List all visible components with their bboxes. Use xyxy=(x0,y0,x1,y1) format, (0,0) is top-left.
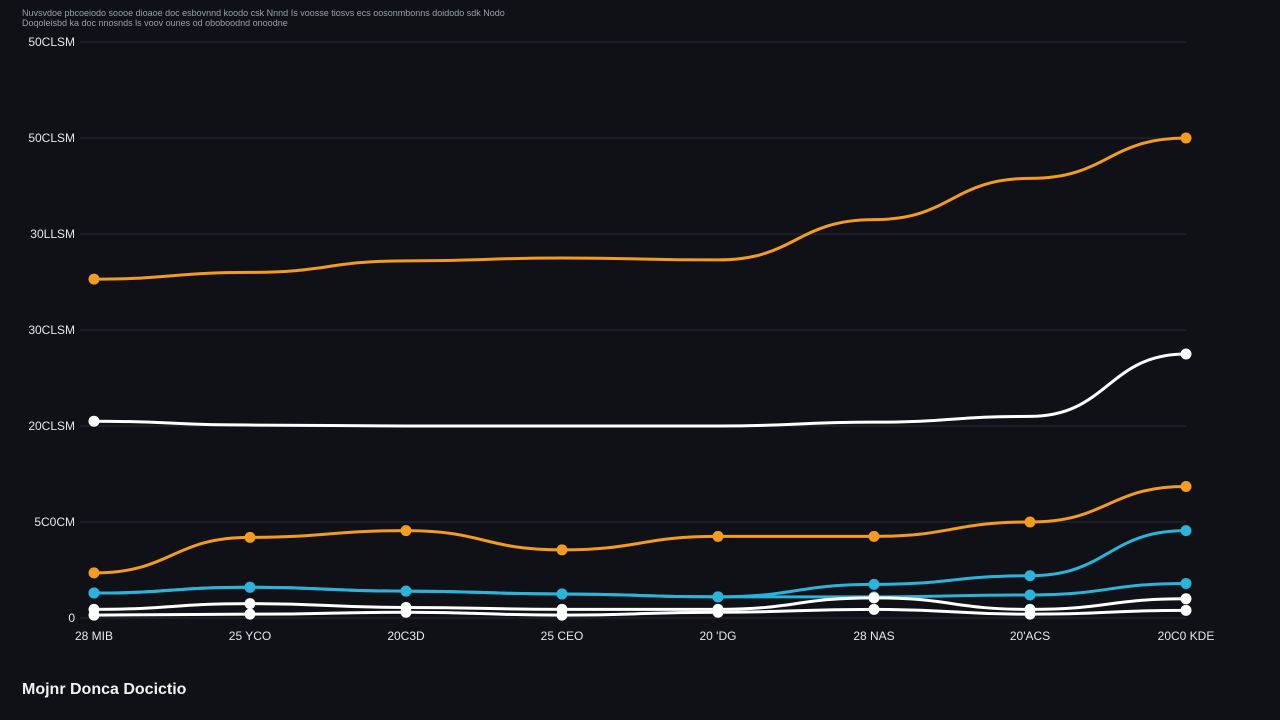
data-point xyxy=(244,598,256,610)
y-tick-label: 50CLSM xyxy=(28,131,75,145)
series-line xyxy=(92,484,1188,575)
data-point xyxy=(244,608,256,620)
chart-series xyxy=(88,132,1192,621)
data-point xyxy=(868,592,880,604)
y-tick-label: 20CLSM xyxy=(28,419,75,433)
data-point xyxy=(88,415,100,427)
y-tick-label: 30CLSM xyxy=(28,323,75,337)
series-2 xyxy=(88,480,1192,579)
x-tick-label: 28 MIB xyxy=(75,629,113,643)
series-line xyxy=(92,136,1188,281)
series-4 xyxy=(88,577,1192,603)
data-point xyxy=(88,273,100,285)
series-line xyxy=(92,581,1188,599)
description-line-2: Doqoleisbd ka doc nnosnds ls voov ounes … xyxy=(22,18,288,28)
data-point xyxy=(712,530,724,542)
data-point xyxy=(400,585,412,597)
data-point xyxy=(1180,604,1192,616)
data-point xyxy=(556,544,568,556)
x-axis-ticks: 28 MIB 25 YCO 20C3D 25 CEO 20 'DG 28 NAS 20'AC… xyxy=(75,629,1214,643)
chart-description: Nuvsvdoe pbcoeiodo soooe dioaoe doc esbo… xyxy=(22,8,662,28)
series-6 xyxy=(88,603,1192,621)
description-line-1: Nuvsvdoe pbcoeiodo soooe dioaoe doc esbo… xyxy=(22,8,505,18)
data-point xyxy=(1180,525,1192,537)
x-tick-label: 20 'DG xyxy=(700,629,737,643)
chart-footer-title: Mojnr Donca Docictio xyxy=(22,681,187,698)
x-tick-label: 25 YCO xyxy=(229,629,271,643)
data-point xyxy=(244,581,256,593)
data-point xyxy=(1024,570,1036,582)
data-point xyxy=(1024,516,1036,528)
data-point xyxy=(1180,593,1192,605)
y-axis-ticks: 0 5C0CM 20CLSM 30CLSM 30LLSM 50CLSM 50CLSM xyxy=(28,35,75,625)
series-line xyxy=(92,596,1188,611)
data-point xyxy=(400,525,412,537)
x-tick-label: 28 NAS xyxy=(853,629,894,643)
data-point xyxy=(1024,589,1036,601)
x-tick-label: 25 CEO xyxy=(541,629,584,643)
x-tick-label: 20'ACS xyxy=(1010,629,1050,643)
y-tick-label: 50CLSM xyxy=(28,35,75,49)
data-point xyxy=(868,578,880,590)
data-point xyxy=(556,588,568,600)
series-line xyxy=(92,607,1188,617)
series-line xyxy=(92,352,1188,428)
data-point xyxy=(88,567,100,579)
data-point xyxy=(400,606,412,618)
data-point xyxy=(1180,132,1192,144)
y-tick-label: 5C0CM xyxy=(34,515,75,529)
data-point xyxy=(556,609,568,621)
data-point xyxy=(1180,480,1192,492)
data-point xyxy=(712,606,724,618)
data-point xyxy=(88,609,100,621)
data-point xyxy=(1180,577,1192,589)
series-1 xyxy=(88,348,1192,428)
data-point xyxy=(244,531,256,543)
series-0 xyxy=(88,132,1192,285)
data-point xyxy=(712,591,724,603)
x-tick-label: 20C0 KDE xyxy=(1158,629,1215,643)
chart-grid xyxy=(80,41,1186,619)
x-tick-label: 20C3D xyxy=(387,629,425,643)
y-tick-label: 30LLSM xyxy=(30,227,75,241)
y-tick-label: 0 xyxy=(68,611,75,625)
data-point xyxy=(88,587,100,599)
data-point xyxy=(868,603,880,615)
data-point xyxy=(1180,348,1192,360)
data-point xyxy=(868,530,880,542)
data-point xyxy=(1024,608,1036,620)
